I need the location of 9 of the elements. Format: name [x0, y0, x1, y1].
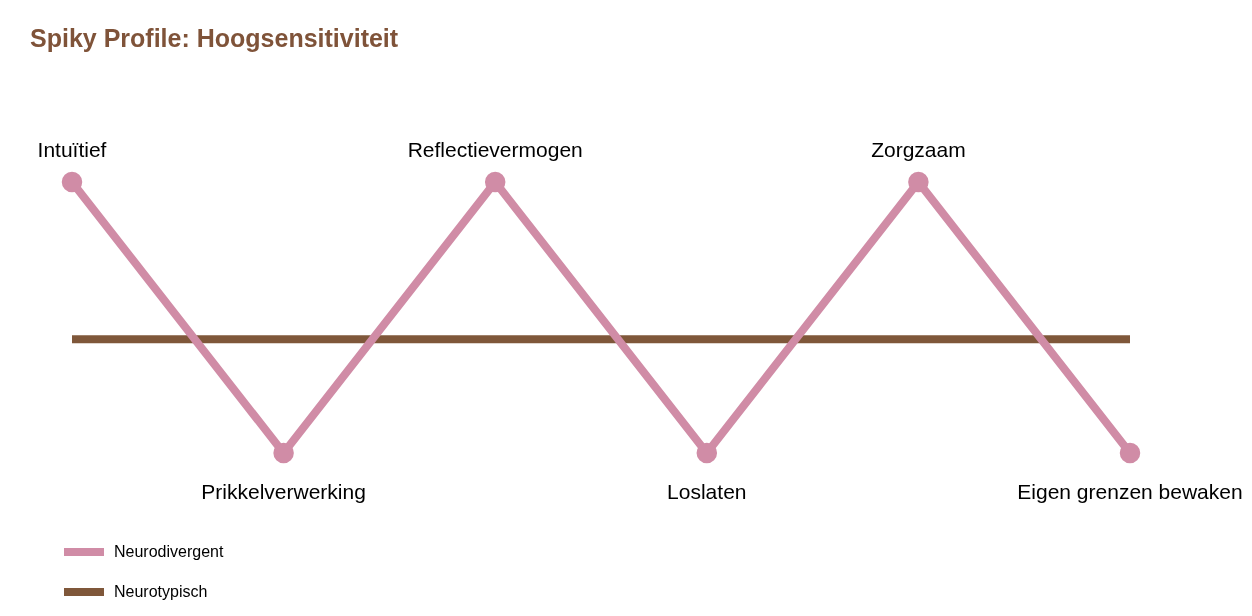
legend-label: Neurotypisch [114, 583, 208, 600]
x-tick-label: Reflectievermogen [407, 138, 583, 161]
x-tick-label: Zorgzaam [871, 138, 966, 161]
x-tick-label: Loslaten [667, 480, 747, 503]
chart-title: Spiky Profile: Hoogsensitiviteit [30, 24, 399, 52]
x-tick-label: Prikkelverwerking [201, 480, 366, 503]
x-tick-label: Eigen grenzen bewaken [1017, 480, 1243, 503]
x-tick-label: Intuïtief [37, 138, 107, 161]
legend-label: Neurodivergent [114, 543, 224, 560]
